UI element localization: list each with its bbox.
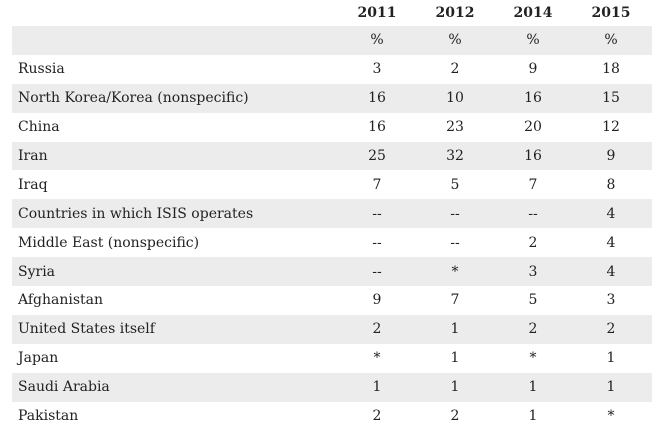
- value-cell-2011: 1: [372, 379, 382, 396]
- value-cell-2014: *: [529, 350, 537, 367]
- value-cell-2014: 16: [524, 148, 542, 164]
- value-cell-2011: 7: [372, 176, 382, 193]
- value-cell-2012: *: [451, 263, 459, 280]
- table-row: Iran 25 32 16 9: [12, 141, 652, 171]
- table-row: Pakistan 2 2 1 *: [12, 402, 652, 431]
- value-cell-2015: 18: [602, 61, 620, 78]
- value-cell-2015: 3: [606, 292, 616, 309]
- row-label: Iran: [18, 148, 48, 164]
- table-row: Saudi Arabia 1 1 1 1: [12, 372, 652, 402]
- table-row: Afghanistan 9 7 5 3: [12, 286, 652, 315]
- row-label: Pakistan: [18, 408, 79, 425]
- value-cell-2014: 2: [528, 234, 538, 251]
- table-body: Russia 3 2 9 18 North Korea/Korea (nonspecifi…: [12, 55, 652, 431]
- data-table: 2011 2012 2014 2015 % % % % Russia 3 2 9 18 N…: [12, 0, 652, 430]
- table-row: Countries in which ISIS operates -- -- -- 4: [12, 199, 652, 229]
- value-cell-2014: 7: [528, 176, 538, 193]
- value-cell-2012: 1: [450, 379, 460, 396]
- value-cell-2015: 12: [602, 119, 620, 136]
- unit-2011: %: [370, 32, 384, 49]
- value-cell-2015: 4: [606, 234, 616, 251]
- value-cell-2011: 16: [368, 119, 386, 136]
- value-cell-2014: 9: [528, 61, 538, 78]
- table-row: China 16 23 20 12: [12, 113, 652, 142]
- row-label: China: [18, 119, 60, 136]
- value-cell-2011: 2: [372, 408, 382, 425]
- unit-2012: %: [448, 32, 462, 49]
- table-row: North Korea/Korea (nonspecific) 16 10 16 15: [12, 83, 652, 113]
- table-row: United States itself 2 1 2 2: [12, 314, 652, 344]
- value-cell-2015: 1: [606, 350, 616, 367]
- value-cell-2015: 4: [606, 205, 616, 222]
- value-cell-2012: --: [450, 234, 460, 251]
- value-cell-2012: 2: [450, 408, 460, 425]
- row-label: Afghanistan: [18, 292, 104, 309]
- value-cell-2011: 2: [372, 321, 382, 338]
- value-cell-2012: --: [450, 205, 460, 222]
- value-cell-2014: 1: [528, 408, 538, 425]
- value-cell-2014: --: [528, 205, 538, 222]
- value-cell-2011: 3: [372, 61, 382, 78]
- value-cell-2011: *: [373, 350, 381, 367]
- value-cell-2012: 32: [446, 148, 464, 164]
- row-label: Countries in which ISIS operates: [18, 205, 254, 222]
- value-cell-2012: 1: [450, 321, 460, 338]
- value-cell-2015: 1: [606, 379, 616, 396]
- value-cell-2011: 25: [368, 148, 386, 164]
- value-cell-2012: 10: [446, 90, 464, 107]
- value-cell-2011: 9: [372, 292, 382, 309]
- table-row: Middle East (nonspecific) -- -- 2 4: [12, 228, 652, 257]
- row-label: Japan: [18, 350, 59, 367]
- value-cell-2014: 2: [528, 321, 538, 338]
- value-cell-2014: 20: [524, 119, 542, 136]
- row-label: United States itself: [18, 321, 155, 338]
- value-cell-2012: 2: [450, 61, 460, 78]
- value-cell-2012: 1: [450, 350, 460, 367]
- column-header-2012: 2012: [435, 5, 475, 21]
- column-header-2011: 2011: [357, 5, 397, 21]
- value-cell-2014: 1: [528, 379, 538, 396]
- value-cell-2014: 16: [524, 90, 542, 107]
- unit-2014: %: [526, 32, 540, 49]
- value-cell-2015: 8: [606, 176, 616, 193]
- value-cell-2012: 7: [450, 292, 460, 309]
- table-row: Iraq 7 5 7 8: [12, 170, 652, 199]
- unit-2015: %: [604, 32, 618, 49]
- row-label: Middle East (nonspecific): [18, 234, 200, 251]
- row-label: North Korea/Korea (nonspecific): [18, 90, 249, 107]
- row-label: Saudi Arabia: [18, 379, 110, 396]
- row-label: Russia: [18, 61, 65, 78]
- header-row: 2011 2012 2014 2015: [12, 0, 652, 26]
- column-header-2014: 2014: [513, 5, 553, 21]
- value-cell-2012: 23: [446, 119, 464, 136]
- value-cell-2014: 5: [528, 292, 538, 309]
- value-cell-2012: 5: [450, 176, 460, 193]
- value-cell-2015: 4: [606, 263, 616, 280]
- value-cell-2011: 16: [368, 90, 386, 107]
- column-header-2015: 2015: [591, 5, 631, 21]
- value-cell-2015: 9: [606, 148, 616, 164]
- table-row: Japan * 1 * 1: [12, 344, 652, 373]
- row-label: Syria: [18, 263, 56, 280]
- table-row: Syria -- * 3 4: [12, 257, 652, 287]
- row-label: Iraq: [18, 176, 48, 193]
- value-cell-2015: *: [607, 408, 615, 425]
- table-row: Russia 3 2 9 18: [12, 55, 652, 84]
- value-cell-2011: --: [372, 205, 382, 222]
- value-cell-2011: --: [372, 234, 382, 251]
- value-cell-2011: --: [372, 263, 382, 280]
- value-cell-2015: 2: [606, 321, 616, 338]
- value-cell-2015: 15: [602, 90, 620, 107]
- unit-row: % % % %: [12, 26, 652, 55]
- value-cell-2014: 3: [528, 263, 538, 280]
